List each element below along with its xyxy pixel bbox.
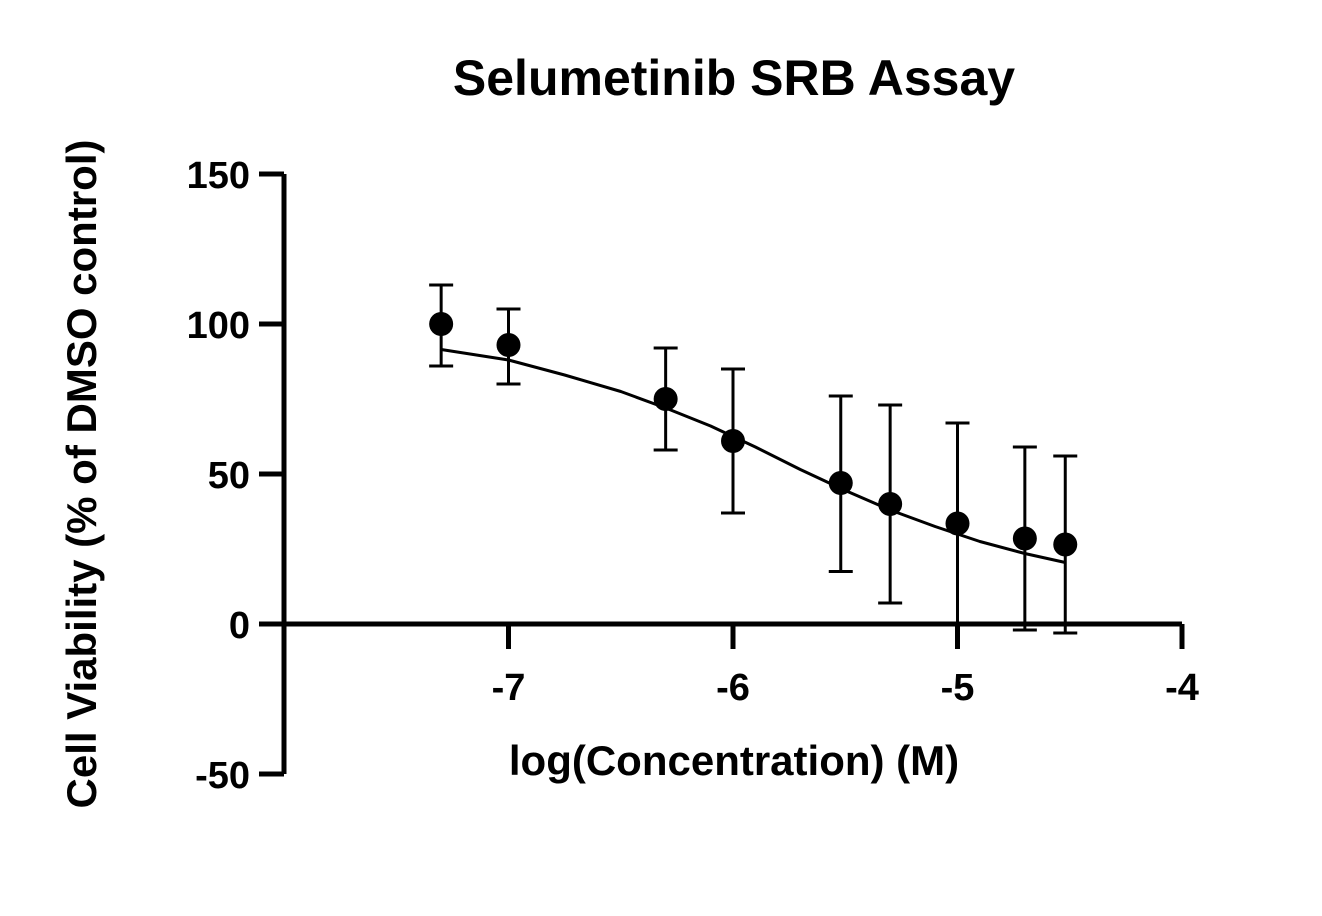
data-point-group bbox=[945, 421, 970, 626]
data-point-group bbox=[1012, 445, 1037, 632]
y-tick-label: 50 bbox=[208, 455, 250, 497]
x-axis-label: log(Concentration) (M) bbox=[509, 737, 959, 784]
data-point bbox=[945, 511, 970, 536]
y-tick-label: 0 bbox=[229, 605, 250, 647]
fit-curve bbox=[440, 348, 1066, 564]
data-point bbox=[429, 312, 454, 336]
y-axis-label: Cell Viability (% of DMSO control) bbox=[58, 140, 105, 809]
data-point bbox=[878, 492, 903, 516]
axes: -50 0 50 100 150 -7 -6 -5 -4 bbox=[187, 155, 1199, 797]
chart-title: Selumetinib SRB Assay bbox=[453, 50, 1015, 106]
data-point bbox=[1053, 532, 1078, 557]
data-point bbox=[828, 471, 853, 495]
data-point-group bbox=[828, 394, 853, 573]
data-point-group bbox=[721, 367, 745, 515]
data-point bbox=[496, 333, 521, 357]
data-point-group bbox=[1053, 454, 1078, 635]
data-point bbox=[1012, 526, 1037, 551]
data-point bbox=[653, 387, 678, 411]
x-tick-label: -6 bbox=[716, 667, 750, 709]
data-point bbox=[721, 429, 745, 453]
data-point-group bbox=[653, 346, 678, 452]
y-tick-label: 100 bbox=[187, 305, 250, 347]
data-points-layer bbox=[429, 283, 1078, 635]
data-point-group bbox=[496, 307, 521, 386]
y-tick-label: 150 bbox=[187, 155, 250, 197]
fit-curve-layer bbox=[440, 348, 1066, 564]
x-tick-label: -7 bbox=[492, 667, 526, 709]
data-point-group bbox=[429, 283, 454, 368]
y-tick-label: -50 bbox=[195, 755, 250, 797]
x-tick-label: -5 bbox=[941, 667, 975, 709]
data-point-group bbox=[878, 403, 903, 605]
x-tick-label: -4 bbox=[1165, 667, 1199, 709]
